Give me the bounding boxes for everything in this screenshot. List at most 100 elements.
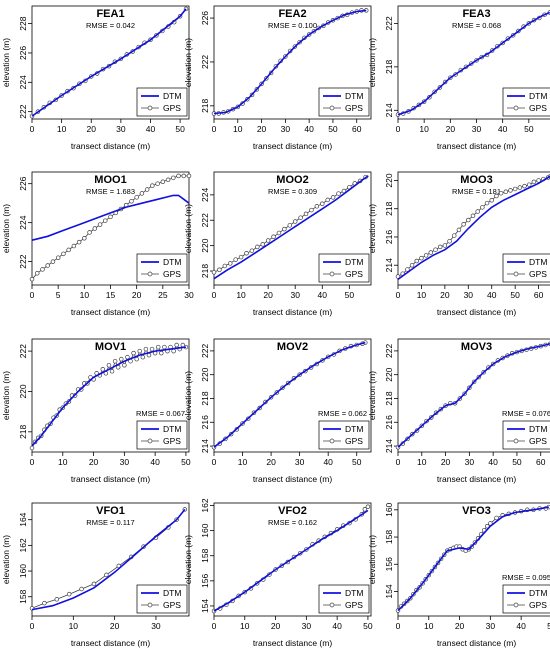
legend-gps-label: GPS <box>345 600 363 610</box>
gps-point <box>480 205 485 210</box>
legend-gps-marker <box>329 105 335 111</box>
x-tick-label: 50 <box>352 457 362 467</box>
gps-point <box>50 259 56 264</box>
gps-point <box>159 350 164 356</box>
rmse-label: RMSE = 0.042 <box>86 21 135 30</box>
x-axis-title: transect distance (m) <box>253 638 333 648</box>
y-tick-label: 222 <box>18 344 28 358</box>
y-tick-label: 160 <box>200 523 210 537</box>
gps-point <box>255 244 260 250</box>
gps-point <box>276 230 282 236</box>
rmse-label: RMSE = 0.095 <box>502 573 550 582</box>
x-tick-label: 20 <box>266 457 276 467</box>
gps-point <box>143 346 149 352</box>
gps-point <box>303 211 309 217</box>
gps-point <box>336 191 341 196</box>
gps-point <box>531 179 537 185</box>
gps-point <box>108 214 113 220</box>
legend-gps-label: GPS <box>163 103 181 113</box>
gps-point <box>498 190 504 196</box>
gps-point <box>97 222 103 227</box>
legend-gps-label: GPS <box>163 269 181 279</box>
gps-point <box>137 348 142 354</box>
x-tick-label: 30 <box>151 621 161 631</box>
legend-box <box>136 253 188 283</box>
legend-gps-marker <box>147 602 153 608</box>
dtm-series-line <box>213 341 366 448</box>
panel-title: MOV2 <box>277 341 308 353</box>
gps-point <box>287 223 293 228</box>
panel-mov1: MOV1 RMSE = 0.067 0 10 20 30 40 50 218 220 222 tran… <box>1 338 191 484</box>
gps-point <box>470 213 476 219</box>
gps-point <box>103 218 108 223</box>
gps-point <box>503 189 509 195</box>
gps-point <box>104 572 109 578</box>
panel-vfo3: VFO3 RMSE = 0.095 0 10 20 30 40 50 154 156 158 160 t… <box>367 502 550 648</box>
panel-mov3: MOV3 RMSE = 0.076 0 10 20 30 40 50 60 214 216 218 22… <box>367 338 550 484</box>
gps-point <box>526 182 532 187</box>
x-tick-label: 30 <box>290 290 300 300</box>
x-tick-label: 40 <box>488 457 498 467</box>
x-tick-label: 30 <box>464 290 474 300</box>
gps-point <box>447 238 452 244</box>
x-axis-title: transect distance (m) <box>71 141 151 151</box>
y-tick-label: 226 <box>18 46 28 60</box>
gps-point <box>428 250 434 255</box>
legend-box <box>318 584 370 614</box>
legend-gps-marker <box>513 602 519 608</box>
x-tick-label: 10 <box>69 621 79 631</box>
x-tick-label: 60 <box>534 290 544 300</box>
gps-point <box>494 515 499 521</box>
rmse-label: RMSE = 0.309 <box>268 187 317 196</box>
plot-frame <box>397 171 550 286</box>
gps-point <box>485 523 490 529</box>
y-tick-label: 226 <box>18 176 28 190</box>
gps-point <box>365 504 371 510</box>
x-tick-label: 10 <box>424 621 434 631</box>
gps-point <box>134 195 139 200</box>
y-tick-label: 220 <box>384 367 394 381</box>
x-axis-title: transect distance (m) <box>71 638 151 648</box>
gps-point <box>150 183 155 188</box>
legend-gps-label: GPS <box>529 436 547 446</box>
x-tick-label: 10 <box>238 457 248 467</box>
gps-point <box>29 276 35 282</box>
plot-frame <box>213 171 372 286</box>
gps-point <box>227 261 233 266</box>
y-tick-label: 214 <box>384 439 394 453</box>
gps-series-line <box>397 175 550 277</box>
legend-dtm-label: DTM <box>163 257 181 267</box>
legend-box <box>502 87 550 117</box>
y-tick-label: 156 <box>200 573 210 587</box>
gps-point <box>211 270 217 275</box>
plot-frame <box>213 5 372 120</box>
legend-box <box>136 87 188 117</box>
dtm-series-line <box>397 506 549 612</box>
gps-point <box>330 195 336 200</box>
gps-point <box>238 254 244 260</box>
x-tick-label: 40 <box>146 124 156 134</box>
legend-box <box>318 87 370 117</box>
y-axis-title: elevation (m) <box>1 535 11 584</box>
gps-point <box>71 243 77 249</box>
plot-frame <box>397 338 550 453</box>
y-axis-title: elevation (m) <box>1 204 11 253</box>
rmse-label: RMSE = 0.062 <box>318 409 367 418</box>
gps-point <box>155 344 161 350</box>
x-tick-label: 0 <box>30 457 35 467</box>
legend-box <box>502 584 550 614</box>
legend-gps-label: GPS <box>163 436 181 446</box>
x-tick-label: 10 <box>417 290 427 300</box>
gps-point <box>522 183 527 189</box>
y-axis-title: elevation (m) <box>367 535 377 584</box>
x-tick-label: 10 <box>58 457 68 467</box>
plot-frame <box>31 338 190 453</box>
x-tick-label: 0 <box>396 124 401 134</box>
rmse-label: RMSE = 0.067 <box>136 409 185 418</box>
x-axis-title: transect distance (m) <box>437 141 517 151</box>
gps-point <box>42 600 47 606</box>
panel-title: FEA3 <box>462 8 490 20</box>
x-axis-title: transect distance (m) <box>253 307 333 317</box>
